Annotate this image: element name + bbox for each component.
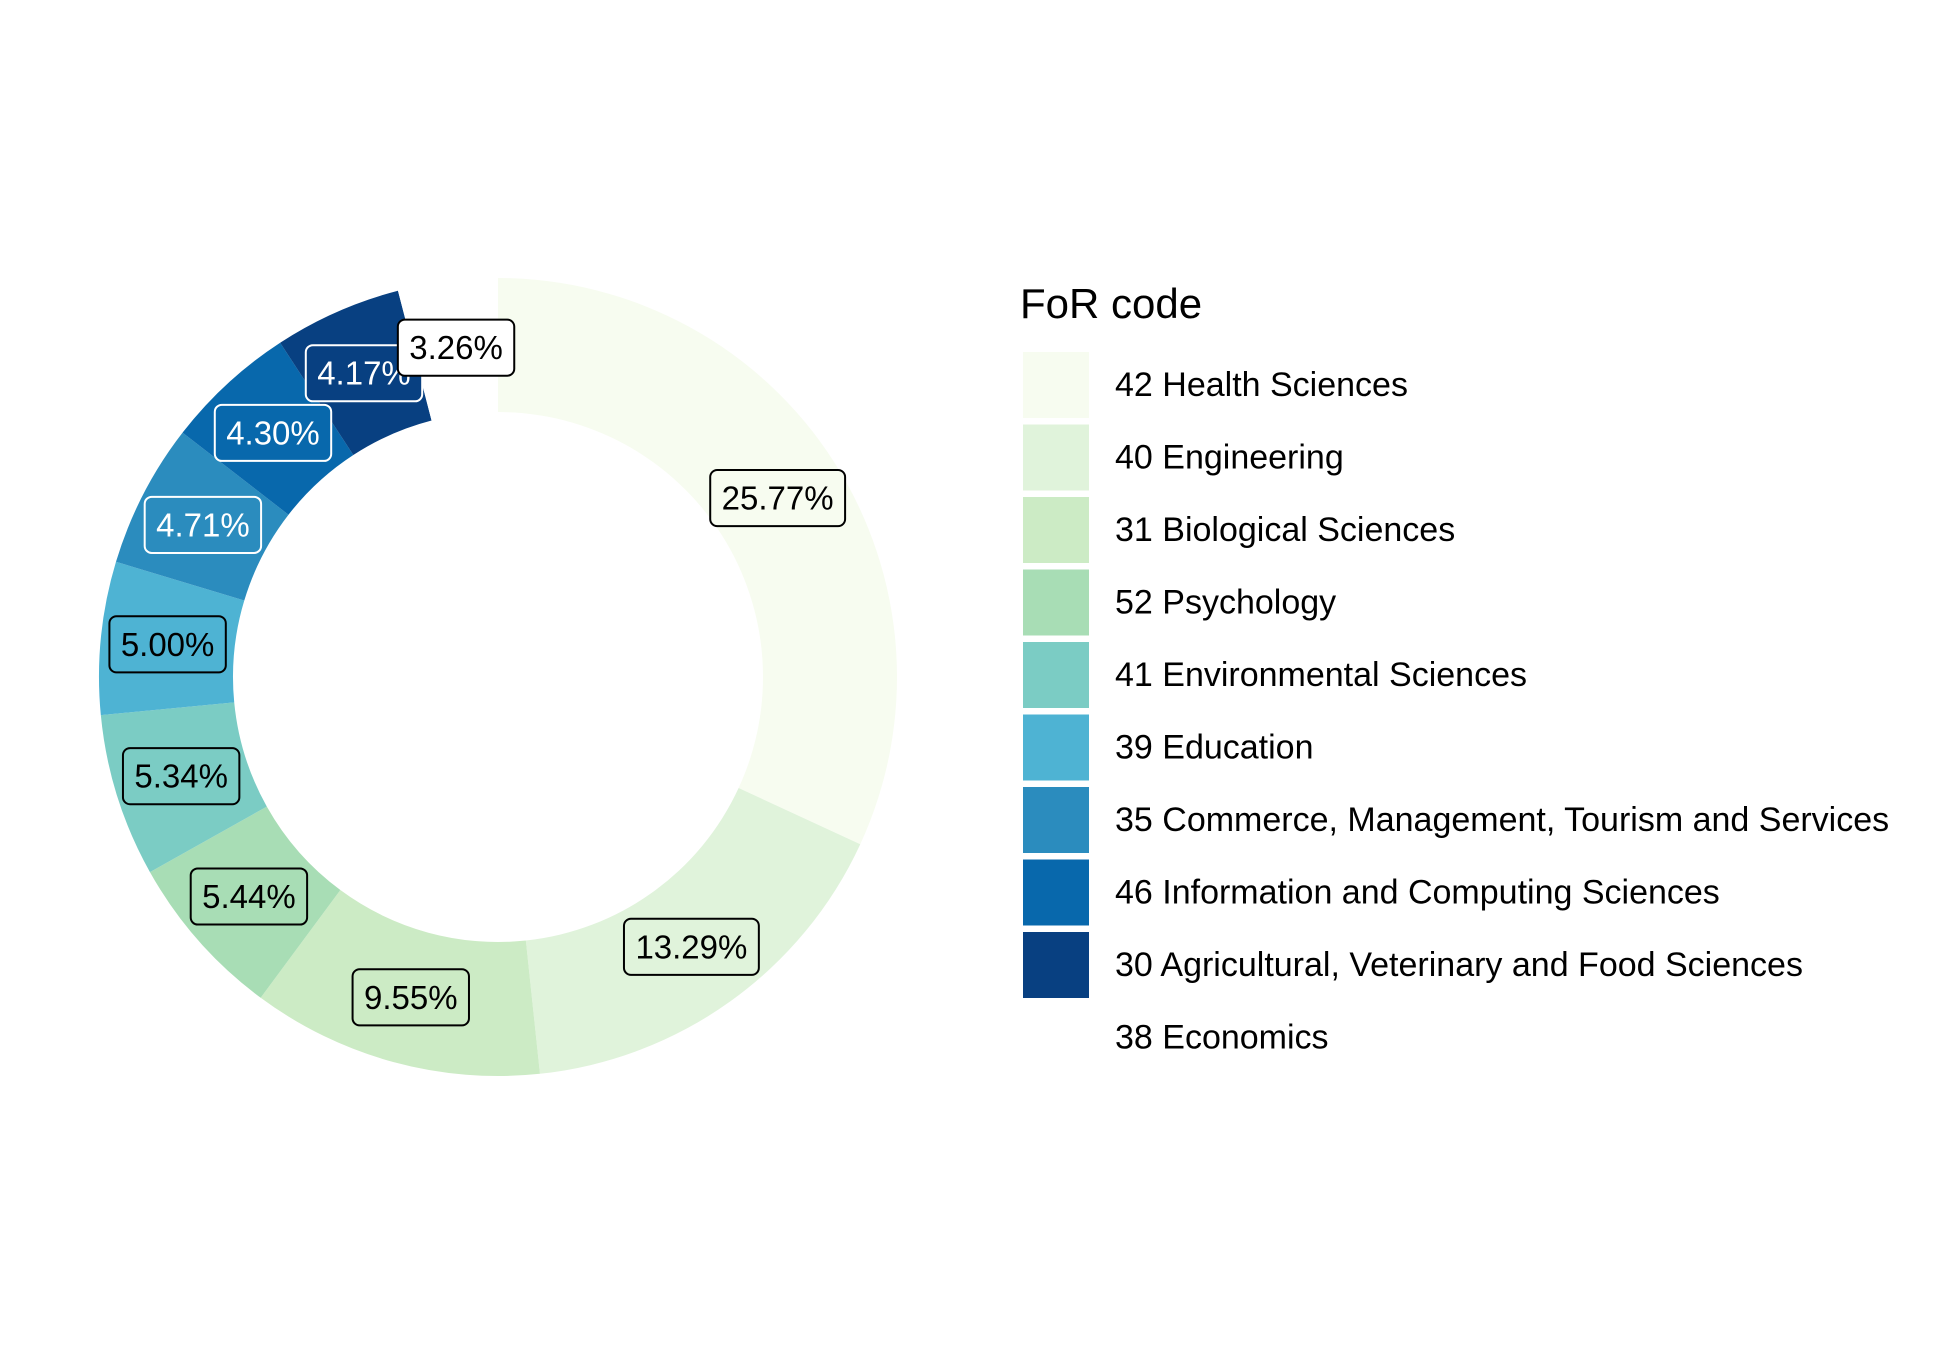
legend-key-35-commerce-management-tourism-and-services — [1023, 787, 1089, 853]
donut-slices — [99, 278, 897, 1077]
slice-value-label: 25.77% — [722, 480, 834, 517]
legend-key-30-agricultural-veterinary-and-food-sciences — [1023, 932, 1089, 998]
slice-label-35-commerce-management-tourism-and-services: 4.71% — [143, 495, 263, 554]
slice-label-box — [189, 867, 309, 926]
slice-label-30-agricultural-veterinary-and-food-sciences: 4.17% — [304, 344, 424, 403]
legend-label-42-health-sciences: 42 Health Sciences — [1115, 366, 1408, 404]
slice-value-label: 3.26% — [409, 329, 503, 366]
slice-42-health-sciences — [498, 278, 897, 845]
legend-label-40-engineering: 40 Engineering — [1115, 439, 1344, 477]
legend-label-30-agricultural-veterinary-and-food-sciences: 30 Agricultural, Veterinary and Food Sci… — [1115, 946, 1803, 984]
slice-value-label: 4.71% — [156, 506, 250, 543]
legend-key-42-health-sciences — [1023, 352, 1089, 418]
legend-label-38-economics: 38 Economics — [1115, 1019, 1329, 1057]
legend: FoR code 42 Health Sciences 40 Engineerin… — [1020, 280, 1889, 1071]
slice-label-box — [709, 469, 847, 528]
legend-label-39-education: 39 Education — [1115, 729, 1314, 767]
slice-value-label: 5.00% — [121, 626, 215, 663]
legend-key-38-economics — [1023, 1004, 1089, 1071]
legend-label-31-biological-sciences: 31 Biological Sciences — [1115, 511, 1455, 549]
slice-label-box — [213, 403, 333, 462]
slice-label-42-health-sciences: 25.77% — [709, 469, 847, 528]
legend-key-31-biological-sciences — [1023, 497, 1089, 563]
legend-label-52-psychology: 52 Psychology — [1115, 584, 1336, 622]
slice-labels: 25.77% 13.29% 9.55% 5.44% 5.34% 5.00% 4.71% 4.3… — [108, 318, 847, 1027]
slice-label-40-engineering: 13.29% — [622, 917, 760, 976]
legend-key-46-information-and-computing-sciences — [1023, 859, 1089, 926]
slice-label-box — [351, 968, 470, 1027]
slice-value-label: 5.44% — [202, 878, 296, 915]
slice-label-41-environmental-sciences: 5.34% — [121, 747, 241, 806]
slice-value-label: 5.34% — [134, 758, 228, 795]
slice-value-label: 4.30% — [226, 414, 320, 451]
slice-value-label: 9.55% — [364, 979, 458, 1016]
legend-key-52-psychology — [1023, 569, 1089, 636]
legend-key-41-environmental-sciences — [1023, 642, 1089, 708]
slice-label-box — [108, 615, 227, 674]
slice-label-31-biological-sciences: 9.55% — [351, 968, 470, 1027]
slice-label-box — [121, 747, 241, 806]
legend-title: FoR code — [1020, 280, 1202, 327]
legend-label-35-commerce-management-tourism-and-services: 35 Commerce, Management, Tourism and Ser… — [1115, 801, 1889, 839]
slice-label-box — [143, 495, 263, 554]
slice-value-label: 13.29% — [635, 928, 747, 965]
legend-key-40-engineering — [1023, 424, 1089, 491]
slice-label-39-education: 5.00% — [108, 615, 227, 674]
slice-label-38-economics: 3.26% — [396, 318, 516, 377]
slice-label-box — [396, 318, 516, 377]
legend-label-41-environmental-sciences: 41 Environmental Sciences — [1115, 656, 1527, 694]
slice-value-label: 4.17% — [317, 355, 411, 392]
slice-label-46-information-and-computing-sciences: 4.30% — [213, 403, 333, 462]
slice-label-52-psychology: 5.44% — [189, 867, 309, 926]
legend-label-46-information-and-computing-sciences: 46 Information and Computing Sciences — [1115, 874, 1720, 912]
slice-label-box — [622, 917, 760, 976]
legend-key-39-education — [1023, 714, 1089, 781]
